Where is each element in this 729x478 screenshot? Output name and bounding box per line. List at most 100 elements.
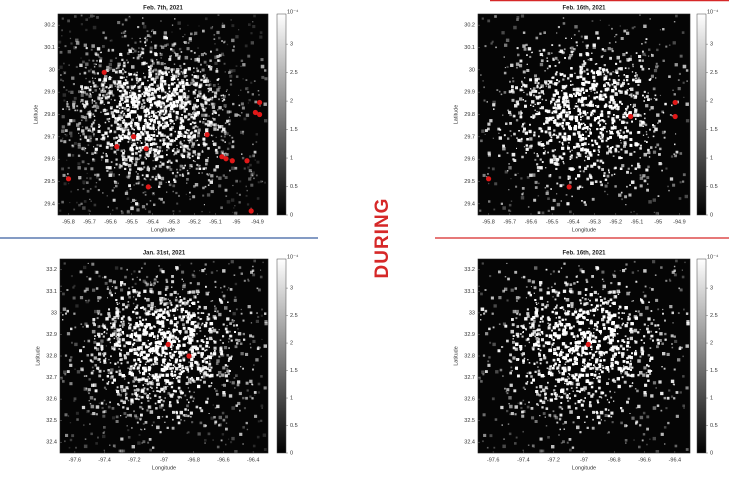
light-speck <box>178 73 181 76</box>
light-speck <box>204 204 205 205</box>
light-speck <box>654 128 657 131</box>
light-speck <box>526 54 528 56</box>
light-speck <box>184 145 187 148</box>
light-speck <box>127 113 130 116</box>
light-speck <box>604 83 605 84</box>
light-speck <box>520 116 523 119</box>
light-speck <box>203 168 205 170</box>
light-speck <box>226 120 229 123</box>
light-speck <box>213 143 217 147</box>
light-speck <box>507 170 508 171</box>
light-speck <box>140 150 141 151</box>
light-speck <box>184 34 185 35</box>
light-speck <box>117 85 120 88</box>
light-speck <box>601 110 603 112</box>
light-speck <box>549 134 551 136</box>
light-speck <box>595 31 598 34</box>
light-speck <box>144 191 146 193</box>
light-speck <box>199 168 202 171</box>
light-speck <box>191 131 193 133</box>
light-speck <box>540 166 543 169</box>
light-speck <box>201 114 204 117</box>
light-speck <box>557 203 560 206</box>
light-speck <box>112 94 114 96</box>
light-speck <box>96 64 97 65</box>
light-speck <box>576 119 577 120</box>
light-speck <box>63 86 65 88</box>
light-speck <box>231 145 234 148</box>
light-speck <box>198 93 200 95</box>
light-speck <box>533 134 535 136</box>
light-speck <box>653 88 656 91</box>
light-speck <box>520 110 521 111</box>
light-speck <box>559 62 560 63</box>
light-speck <box>504 72 507 75</box>
light-speck <box>250 184 253 187</box>
light-speck <box>197 111 200 114</box>
light-speck <box>176 169 178 171</box>
light-speck <box>161 134 162 135</box>
light-speck <box>160 85 163 88</box>
light-speck <box>546 57 548 59</box>
light-speck <box>116 110 119 113</box>
light-speck <box>122 86 124 88</box>
light-speck <box>579 166 582 169</box>
light-speck <box>679 73 681 75</box>
light-speck <box>63 63 65 65</box>
light-speck <box>140 151 141 152</box>
light-speck <box>163 117 166 120</box>
light-speck <box>626 171 629 174</box>
light-speck <box>535 186 538 189</box>
x-tick-label: -95.4 <box>146 219 159 225</box>
light-speck <box>573 88 576 91</box>
light-speck <box>510 64 513 67</box>
light-speck <box>170 123 171 124</box>
light-speck <box>133 129 135 131</box>
light-speck <box>153 193 154 194</box>
light-speck <box>212 106 215 109</box>
light-speck <box>188 152 190 154</box>
light-speck <box>589 153 591 155</box>
light-speck <box>540 108 542 110</box>
light-speck <box>161 76 164 79</box>
light-speck <box>606 152 609 155</box>
light-speck <box>135 104 138 107</box>
light-speck <box>481 130 484 133</box>
light-speck <box>137 159 139 161</box>
light-speck <box>542 212 545 215</box>
light-speck <box>523 32 525 34</box>
light-speck <box>119 103 120 104</box>
light-speck <box>114 151 117 154</box>
light-speck <box>113 80 116 83</box>
light-speck <box>129 168 131 170</box>
light-speck <box>609 57 612 60</box>
light-speck <box>208 184 210 186</box>
light-speck <box>519 97 522 100</box>
light-speck <box>99 178 101 180</box>
light-speck <box>514 104 517 107</box>
light-speck <box>600 71 602 73</box>
light-speck <box>197 135 200 138</box>
light-speck <box>186 183 187 184</box>
light-speck <box>578 114 579 115</box>
light-speck <box>521 156 523 158</box>
light-speck <box>205 123 208 126</box>
light-speck <box>131 144 133 146</box>
light-speck <box>579 53 582 56</box>
light-speck <box>539 50 541 52</box>
light-speck <box>92 128 95 131</box>
light-speck <box>636 92 639 95</box>
light-speck <box>577 106 579 108</box>
light-speck <box>136 147 139 150</box>
light-speck <box>101 160 102 161</box>
light-speck <box>68 64 70 66</box>
light-speck <box>558 159 559 160</box>
light-speck <box>244 168 246 170</box>
light-speck <box>179 82 182 85</box>
light-speck <box>178 21 181 24</box>
light-speck <box>177 148 178 149</box>
light-speck <box>140 38 141 39</box>
light-speck <box>182 36 183 37</box>
light-speck <box>196 168 198 170</box>
map-panel <box>58 14 268 215</box>
